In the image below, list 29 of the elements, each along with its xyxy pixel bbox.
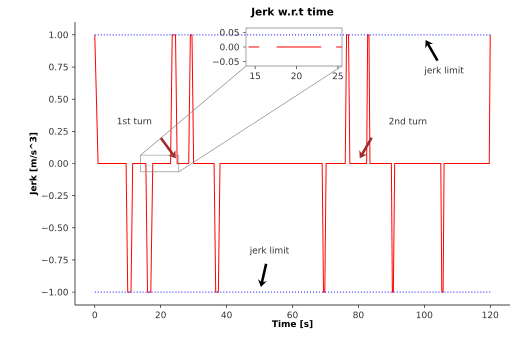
annotation: jerk limit: [250, 246, 289, 256]
y-tick-label: 0.00: [220, 44, 239, 50]
x-tick-label: 100: [416, 312, 432, 318]
x-tick-label: 60: [287, 312, 298, 318]
y-tick-label: 0.25: [49, 128, 68, 135]
y-tick-label: −0.05: [212, 58, 239, 65]
x-tick-label: 120: [482, 312, 498, 318]
x-tick-label: 80: [353, 312, 364, 318]
chart-title: Jerk w.r.t time: [250, 7, 334, 18]
x-tick-label: 40: [221, 312, 232, 318]
x-tick-label: 20: [156, 312, 166, 318]
y-tick-label: −0.25: [42, 192, 68, 200]
y-tick-label: 0.05: [220, 28, 239, 36]
x-tick-label: 15: [250, 72, 260, 80]
annotation: jerk limit: [424, 66, 464, 76]
x-tick-label: 20: [291, 72, 302, 80]
x-axis-title: Time [s]: [272, 320, 312, 328]
y-axis-title: Jerk [m/s^3]: [30, 132, 38, 196]
y-tick-label: 1.00: [50, 31, 68, 38]
annotation: 1st turn: [118, 118, 152, 124]
y-tick-label: −0.75: [42, 256, 68, 264]
x-tick-label: 0: [92, 312, 98, 318]
y-tick-label: −0.50: [42, 224, 68, 232]
annotation: 2nd turn: [389, 118, 426, 125]
y-tick-label: 0.75: [49, 64, 68, 70]
y-tick-label: −1.00: [42, 288, 68, 296]
y-tick-label: 0.00: [49, 160, 68, 167]
y-tick-label: 0.50: [49, 96, 68, 103]
x-tick-label: 25: [332, 72, 343, 80]
